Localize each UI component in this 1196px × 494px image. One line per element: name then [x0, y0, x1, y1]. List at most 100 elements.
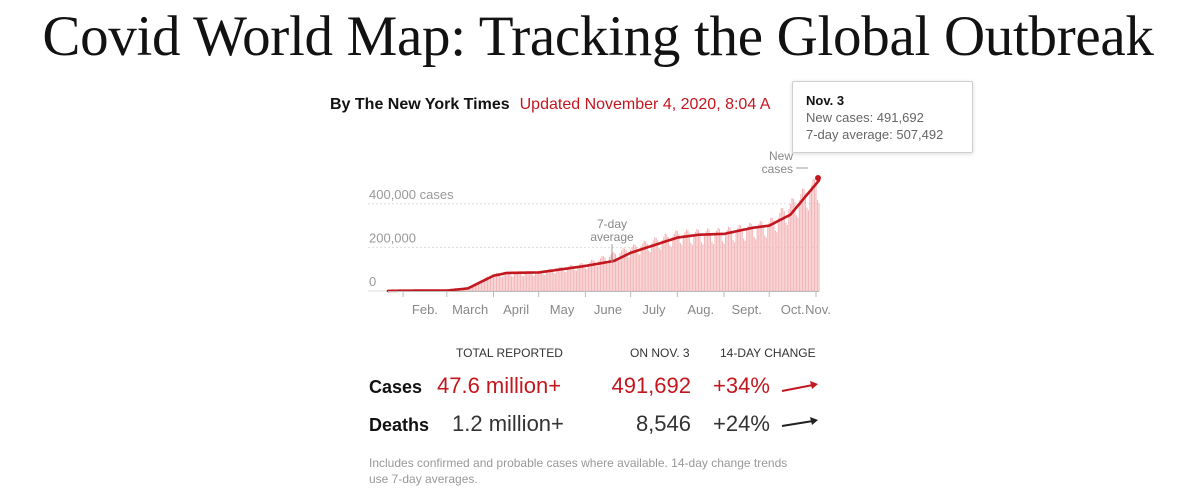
new-cases-bar: [494, 273, 496, 291]
new-cases-bar: [798, 200, 800, 291]
new-cases-bar: [627, 256, 629, 291]
new-cases-bar: [666, 234, 668, 291]
new-cases-bar: [575, 270, 577, 291]
x-axis: Feb. March April May June July Aug. Sept. Oct. No…: [388, 291, 831, 317]
new-cases-bar: [815, 184, 817, 291]
deaths-trend-arrow-icon: [781, 417, 818, 427]
new-cases-bar: [759, 220, 761, 291]
cases-on-date: 491,692: [611, 373, 691, 398]
new-cases-bar: [673, 233, 675, 291]
x-tick-label: Aug.: [687, 302, 714, 317]
trend-arrows: [781, 381, 818, 427]
annotation-seven-day: 7-day average: [590, 217, 634, 262]
new-cases-bar: [747, 226, 749, 291]
new-cases-bar: [637, 253, 639, 291]
new-cases-bar: [581, 263, 583, 291]
new-cases-bar: [728, 226, 730, 291]
new-cases-bar: [729, 227, 731, 291]
new-cases-bar: [545, 271, 547, 291]
new-cases-bar: [803, 188, 805, 291]
new-cases-bar: [682, 235, 684, 291]
new-cases-bar: [580, 263, 582, 291]
new-cases-bar: [741, 228, 743, 291]
new-cases-bar: [722, 241, 724, 291]
new-cases-bar: [740, 225, 742, 291]
new-cases-bar: [735, 231, 737, 291]
new-cases-bar: [562, 268, 564, 291]
new-cases-bar: [577, 266, 579, 291]
new-cases-bar: [770, 217, 772, 291]
new-cases-bar: [744, 240, 746, 291]
annotation-seven-day-line1: 7-day: [597, 217, 627, 231]
new-cases-bar: [767, 225, 769, 291]
new-cases-bar: [702, 244, 704, 291]
new-cases-bar: [605, 262, 608, 291]
new-cases-bar: [539, 270, 541, 291]
new-cases-bar: [607, 263, 609, 291]
new-cases-bar: [691, 244, 693, 291]
new-cases-bar: [712, 244, 715, 291]
hover-tooltip: Nov. 3 New cases: 491,692 7-day average:…: [792, 81, 973, 153]
new-cases-bar: [756, 227, 758, 291]
new-cases-bar: [477, 282, 479, 291]
x-tick-label: Nov.: [805, 302, 831, 317]
new-cases-bar: [807, 210, 810, 291]
new-cases-bar: [646, 243, 648, 291]
new-cases-bar: [809, 191, 811, 291]
new-cases-bar: [804, 193, 806, 291]
new-cases-bar: [764, 235, 766, 291]
updated-timestamp: Updated November 4, 2020, 8:04 A: [519, 96, 771, 113]
new-cases-bar: [619, 253, 621, 291]
new-cases-bar: [654, 237, 656, 291]
new-cases-bar: [706, 228, 709, 291]
new-cases-bar: [628, 257, 630, 291]
deaths-total: 1.2 million+: [452, 411, 564, 436]
new-cases-bar: [732, 240, 734, 291]
new-cases-bar: [693, 234, 695, 291]
x-tick-label: May: [550, 302, 575, 317]
new-cases-bar: [504, 273, 507, 291]
annotation-new-cases-line2: cases: [762, 162, 793, 176]
new-cases-bar: [491, 278, 493, 291]
new-cases-bar: [574, 269, 576, 291]
new-cases-bar: [583, 264, 585, 291]
deaths-on-date: 8,546: [635, 411, 691, 436]
new-cases-bar: [488, 276, 490, 291]
new-cases-bar: [785, 222, 787, 291]
new-cases-bar: [658, 247, 660, 291]
new-cases-bar: [636, 246, 638, 291]
new-cases-bar: [596, 266, 599, 291]
new-cases-bar: [786, 224, 788, 291]
new-cases-bar: [506, 272, 508, 291]
new-cases-bar: [550, 268, 552, 291]
new-cases-bar: [649, 252, 651, 291]
new-cases-bar: [524, 273, 526, 291]
new-cases-bar: [661, 239, 663, 291]
new-cases-bar: [792, 198, 794, 291]
new-cases-bar: [768, 222, 770, 291]
new-cases-bar: [723, 243, 725, 291]
new-cases-bar: [743, 238, 745, 291]
y-tick-label: 200,000: [369, 230, 416, 245]
new-cases-bar: [492, 274, 495, 291]
new-cases-bar: [601, 256, 603, 291]
cases-chart[interactable]: 0 200,000 400,000 cases Feb. March April May J…: [0, 0, 1196, 340]
new-cases-bar: [517, 271, 519, 291]
annotation-seven-day-line2: average: [590, 230, 634, 244]
new-cases-bar: [737, 227, 739, 291]
new-cases-bar: [731, 230, 733, 291]
new-cases-bar: [548, 268, 550, 291]
new-cases-bar: [720, 232, 722, 291]
byline-author[interactable]: By The New York Times: [330, 96, 510, 113]
new-cases-bar: [551, 269, 553, 291]
new-cases-bar: [630, 249, 632, 291]
new-cases-bar: [470, 287, 472, 291]
new-cases-bar: [572, 266, 574, 291]
new-cases-bar: [568, 266, 570, 291]
new-cases-bar: [560, 267, 562, 291]
new-cases-bar: [520, 272, 522, 291]
new-cases-bar: [812, 178, 814, 291]
new-cases-bar: [818, 203, 820, 291]
new-cases-bar: [708, 229, 710, 291]
new-cases-bar: [633, 244, 635, 291]
